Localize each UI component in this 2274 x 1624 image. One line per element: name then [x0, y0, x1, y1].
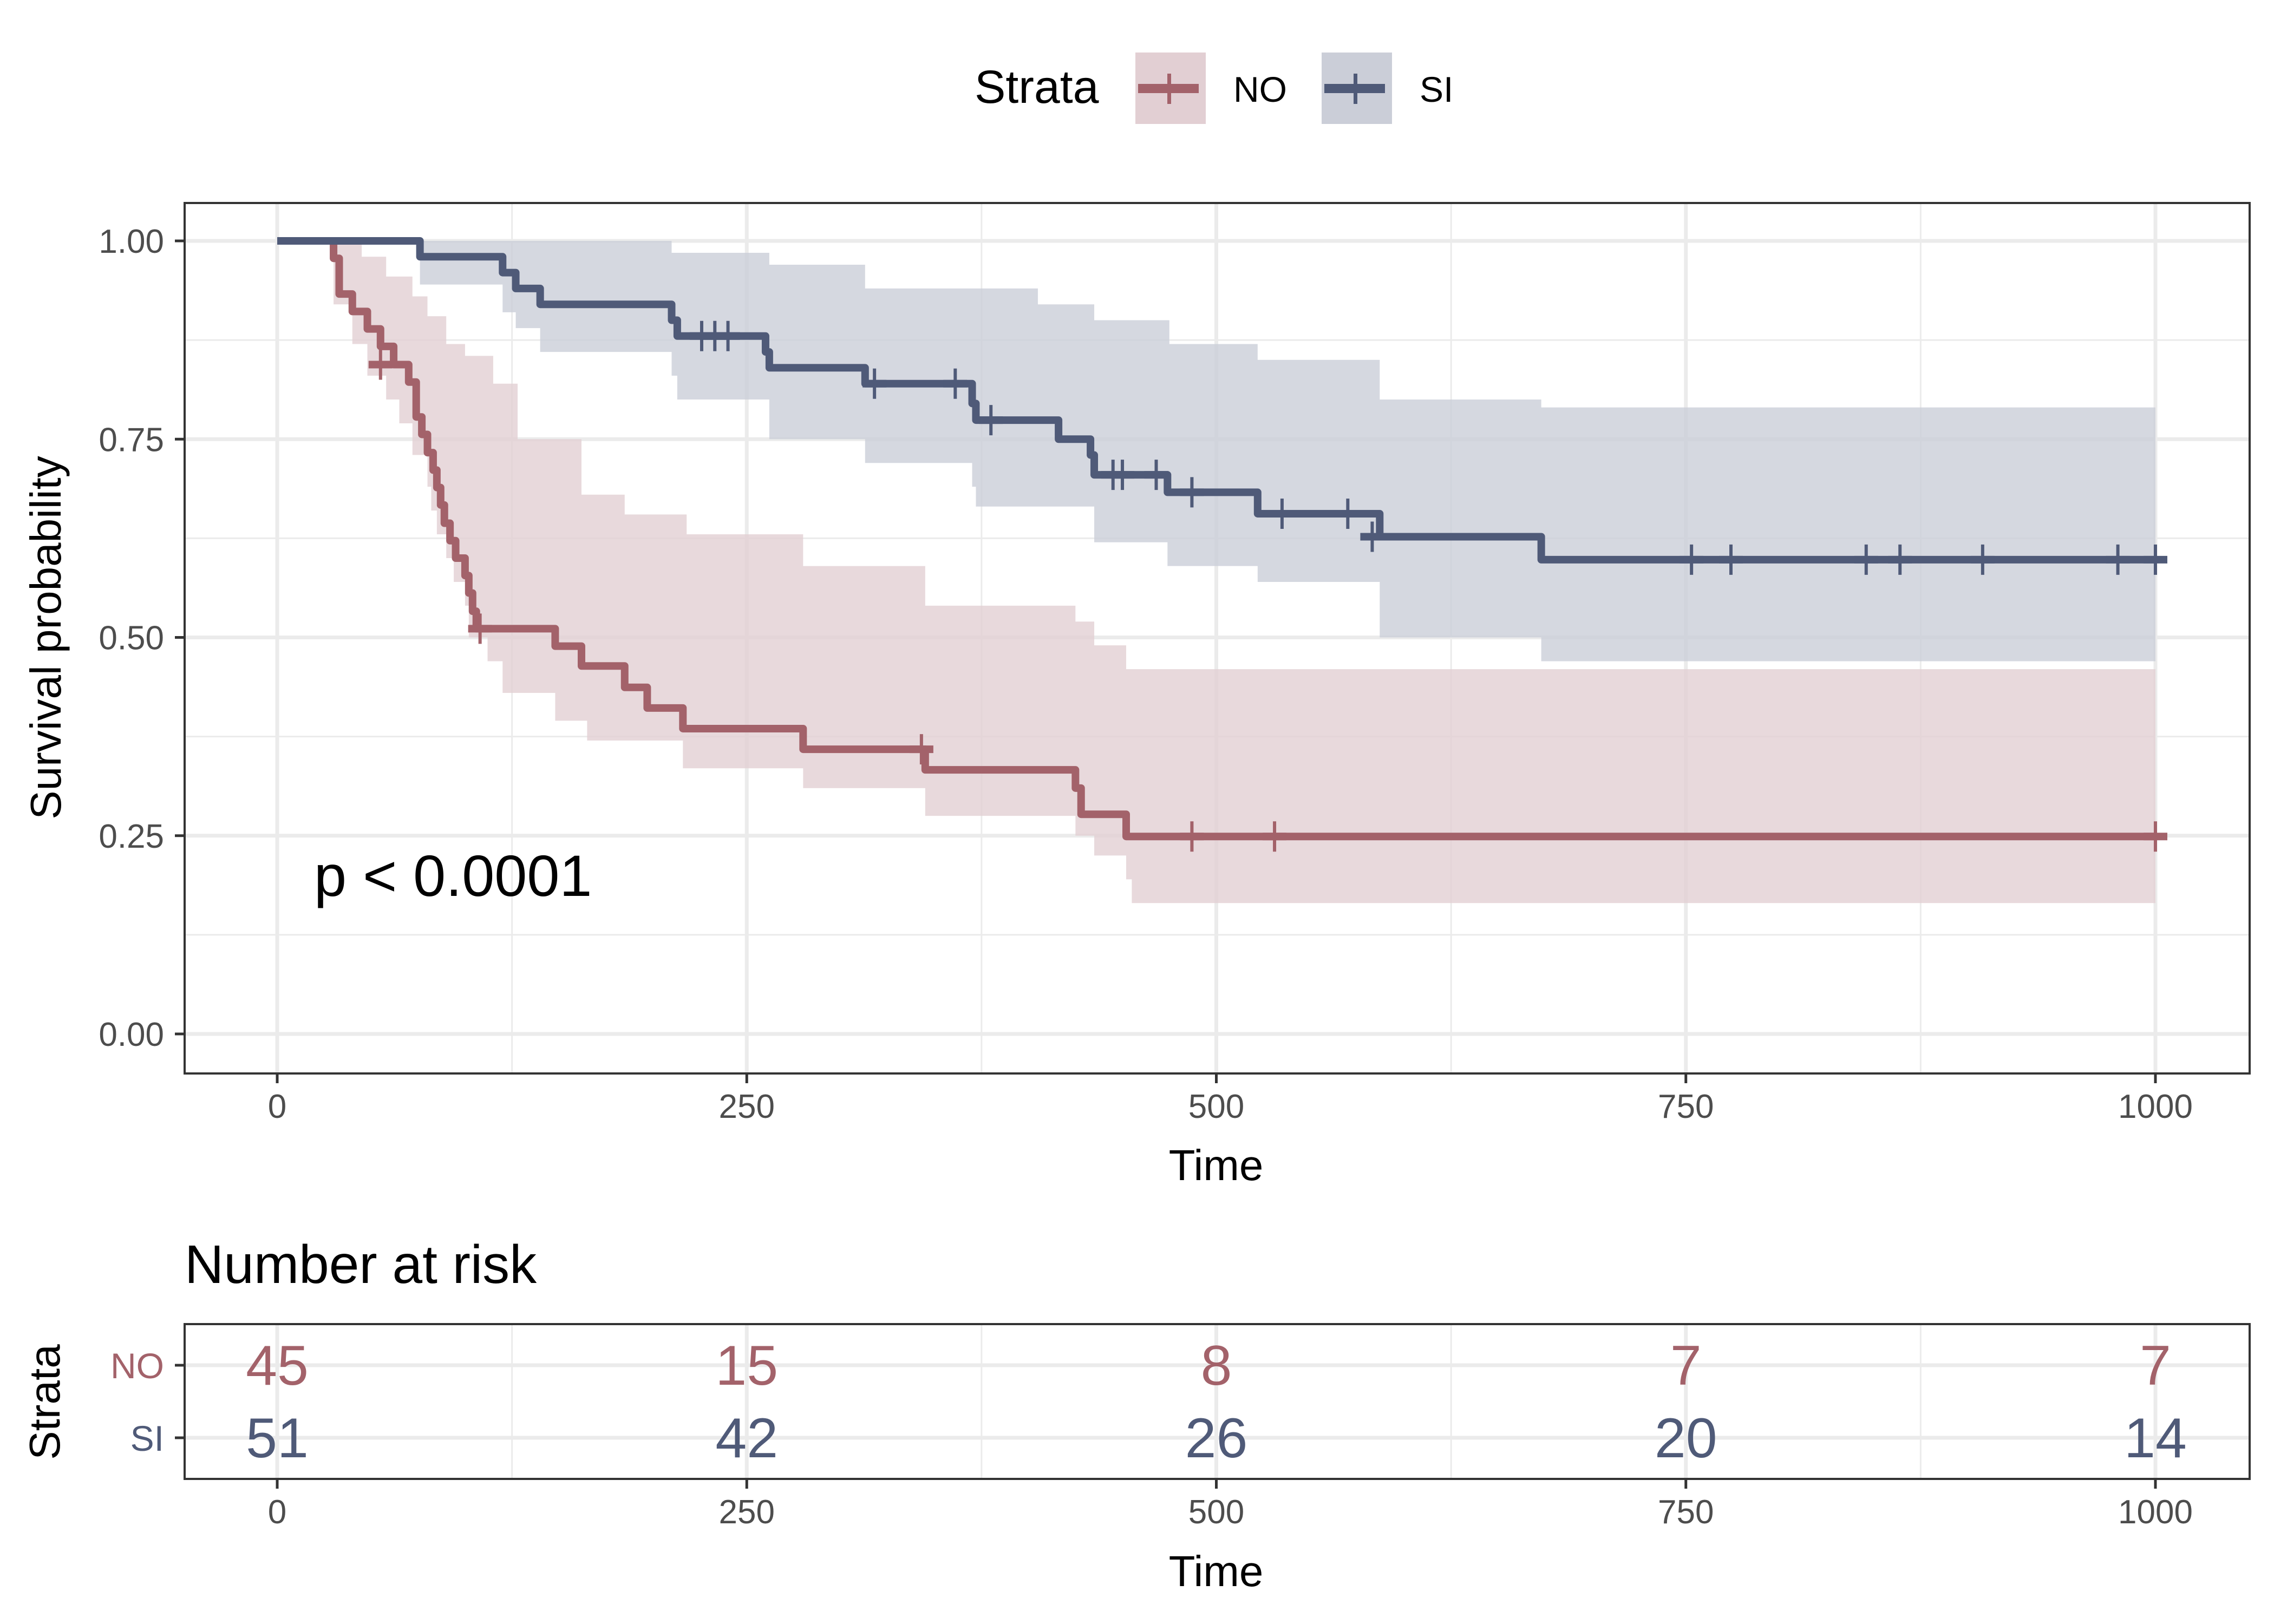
y-axis: 0.00 0.25 0.50 0.75 1.00 [99, 223, 185, 1053]
risk-value-no: 7 [2140, 1334, 2171, 1397]
risk-x-tick-label: 1000 [2118, 1494, 2193, 1531]
legend-key-si-tick [1354, 74, 1357, 104]
risk-x-tick-label: 250 [719, 1494, 775, 1531]
x-axis: 0 250 500 750 1000 [268, 1073, 2193, 1125]
risk-x-tick-label: 500 [1188, 1494, 1244, 1531]
risk-x-tick-label: 0 [268, 1494, 286, 1531]
confidence-band-no [277, 241, 2155, 919]
p-value-annotation: p < 0.0001 [314, 843, 592, 908]
legend-key-no-tick [1167, 74, 1171, 104]
x-tick-label: 250 [719, 1088, 775, 1125]
x-tick-label: 750 [1658, 1088, 1714, 1125]
risk-x-axis-title: Time [1169, 1547, 1264, 1595]
legend: Strata NO SI [975, 53, 1453, 124]
x-tick-label: 0 [268, 1088, 286, 1125]
survival-plot-panel: 0.00 0.25 0.50 0.75 1.00 0 250 500 750 1000 p < … [22, 202, 2251, 1189]
risk-value-si: 51 [246, 1407, 309, 1470]
y-tick-label: 0.50 [99, 620, 164, 657]
risk-table: Number at risk 45 15 8 7 7 51 42 26 20 14 NO SI 0 2… [21, 1234, 2251, 1595]
survival-curves [277, 237, 2155, 841]
risk-value-no: 7 [1670, 1334, 1702, 1397]
x-tick-label: 500 [1188, 1088, 1244, 1125]
x-tick-label: 1000 [2118, 1088, 2193, 1125]
y-tick-label: 0.75 [99, 421, 164, 459]
censor-marks [368, 320, 2167, 852]
survival-curve-si [277, 237, 2155, 564]
risk-y-axis-title: Strata [21, 1344, 69, 1460]
y-tick-label: 0.25 [99, 818, 164, 855]
risk-strata-label-si: SI [130, 1418, 164, 1458]
y-tick-label: 1.00 [99, 223, 164, 260]
risk-strata-label-no: NO [110, 1346, 164, 1386]
risk-value-si: 20 [1655, 1407, 1717, 1470]
legend-entry-si: SI [1420, 69, 1453, 109]
risk-x-axis: 0 250 500 750 1000 [268, 1479, 2193, 1531]
legend-title: Strata [975, 61, 1099, 113]
risk-table-title: Number at risk [185, 1234, 537, 1295]
survival-curve-no [277, 237, 2155, 841]
risk-value-no: 45 [246, 1334, 309, 1397]
y-axis-title: Survival probability [22, 456, 70, 819]
risk-strata-axis: NO SI [110, 1346, 185, 1458]
risk-value-si: 26 [1185, 1407, 1248, 1470]
risk-value-no: 8 [1201, 1334, 1232, 1397]
risk-value-si: 42 [715, 1407, 778, 1470]
risk-x-tick-label: 750 [1658, 1494, 1714, 1531]
risk-grid-lines [185, 1324, 2250, 1479]
legend-entry-no: NO [1233, 69, 1287, 109]
y-tick-label: 0.00 [99, 1016, 164, 1053]
x-axis-title: Time [1169, 1141, 1264, 1189]
risk-value-no: 15 [715, 1334, 778, 1397]
risk-values: 45 15 8 7 7 51 42 26 20 14 [246, 1334, 2187, 1470]
risk-value-si: 14 [2124, 1407, 2187, 1470]
